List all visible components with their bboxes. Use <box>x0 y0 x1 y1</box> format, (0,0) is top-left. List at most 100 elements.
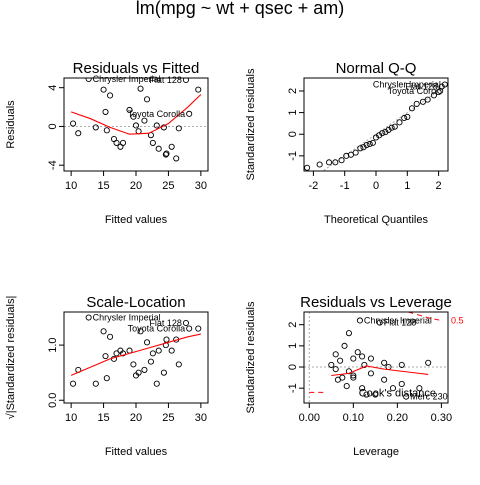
y-tick-label: 4 <box>47 85 59 91</box>
data-point <box>350 372 357 379</box>
cooks-distance-legend: Cook's distance <box>359 387 436 399</box>
y-axis-label: Standardized residuals <box>245 301 257 413</box>
data-point <box>304 164 311 171</box>
data-point <box>107 333 114 340</box>
data-point <box>376 319 383 326</box>
data-point <box>425 359 432 366</box>
data-point <box>332 351 339 358</box>
plot-frame <box>303 311 449 404</box>
data-point <box>332 366 339 373</box>
data-point <box>396 119 403 126</box>
data-point <box>332 159 339 166</box>
data-point <box>163 336 170 343</box>
data-point <box>408 105 416 112</box>
y-tick-label: 1 <box>287 343 299 349</box>
data-point <box>182 78 189 83</box>
data-point <box>403 393 410 400</box>
data-point <box>381 359 388 366</box>
data-point <box>404 113 411 120</box>
smoother-line <box>70 333 201 376</box>
y-tick-label: 1.0 <box>47 337 59 352</box>
data-point <box>316 161 323 168</box>
cooks-distance-contour <box>408 312 442 321</box>
data-point <box>398 361 405 368</box>
y-tick-label: 0 <box>287 131 299 137</box>
data-point <box>137 85 144 92</box>
data-point <box>372 391 379 398</box>
data-point <box>75 130 82 137</box>
data-point <box>107 92 114 99</box>
data-point <box>186 110 193 117</box>
qq-reference-line <box>321 84 448 171</box>
data-point <box>354 349 361 356</box>
y-tick-label: -1 <box>287 151 299 161</box>
data-point <box>388 124 395 131</box>
x-tick-label: -1 <box>340 180 350 192</box>
x-tick-label: 15 <box>97 180 109 192</box>
x-tick-label: 0 <box>373 180 379 192</box>
data-point <box>367 370 374 377</box>
data-point <box>325 159 333 166</box>
data-point <box>357 145 364 152</box>
point-label: Toyota Coro <box>388 86 437 96</box>
x-tick-label: 1 <box>404 180 410 192</box>
data-point <box>100 86 107 93</box>
data-point <box>147 358 154 365</box>
x-tick-label: 10 <box>65 412 77 424</box>
data-point <box>160 369 167 376</box>
y-axis-label: Residuals <box>5 100 17 149</box>
data-point <box>149 350 156 357</box>
panel-title: Scale-Location <box>86 294 185 311</box>
data-point <box>195 325 202 332</box>
data-point <box>92 380 99 387</box>
data-point <box>70 380 77 387</box>
data-point <box>379 130 386 137</box>
x-axis-label: Theoretical Quantiles <box>324 214 428 226</box>
data-point <box>341 342 348 349</box>
y-tick-label: -1 <box>287 383 299 393</box>
y-axis-label: Standardized residuals <box>245 68 257 180</box>
point-label: Chrysler Imperial <box>373 79 441 89</box>
data-point <box>175 125 182 132</box>
x-tick-label: 2 <box>436 180 442 192</box>
data-point <box>369 139 376 146</box>
data-point <box>141 117 148 124</box>
smoother-line <box>331 365 429 377</box>
x-tick-label: 25 <box>162 180 174 192</box>
point-label: Toyota Corolla <box>128 109 186 119</box>
data-point <box>70 120 77 127</box>
y-tick-label: 2 <box>287 322 299 328</box>
data-point <box>356 317 363 324</box>
x-tick-label: 15 <box>97 412 109 424</box>
data-point <box>173 155 180 162</box>
data-point <box>126 106 133 114</box>
data-point <box>168 143 175 150</box>
data-point <box>391 123 398 130</box>
data-point <box>155 347 162 354</box>
x-tick-label: 0.00 <box>299 412 320 424</box>
y-tick-label: 1 <box>287 110 299 116</box>
data-point <box>338 157 345 164</box>
data-point <box>182 319 189 327</box>
data-point <box>130 361 137 368</box>
data-point <box>141 366 148 373</box>
y-axis-label: √|Standardized residuals| <box>5 296 17 420</box>
point-label: Merc 230 <box>410 392 448 402</box>
data-point <box>102 353 109 360</box>
data-point <box>430 92 437 99</box>
data-point <box>143 339 151 346</box>
y-tick-label: 2 <box>287 88 299 94</box>
data-point <box>137 328 144 335</box>
data-point <box>339 374 346 381</box>
data-point <box>343 383 350 390</box>
data-point <box>367 355 374 362</box>
x-tick-label: 0.10 <box>343 412 364 424</box>
x-axis-label: Fitted values <box>105 214 168 226</box>
data-point <box>363 391 370 398</box>
data-point <box>155 145 162 152</box>
data-point <box>389 385 397 392</box>
y-tick-label: 0 <box>287 364 299 370</box>
plot-area <box>304 81 448 171</box>
x-tick-label: 10 <box>65 180 77 192</box>
